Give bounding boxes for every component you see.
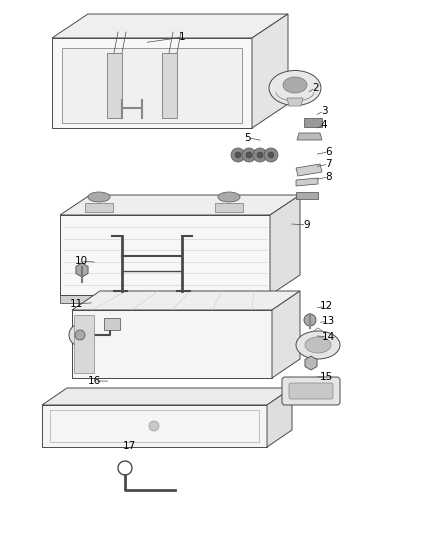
Polygon shape: [42, 388, 292, 405]
Ellipse shape: [218, 192, 240, 202]
Circle shape: [246, 152, 252, 158]
Text: 14: 14: [322, 332, 335, 342]
Text: 2: 2: [312, 83, 319, 93]
Polygon shape: [297, 133, 322, 140]
Circle shape: [253, 148, 267, 162]
Text: 10: 10: [74, 256, 88, 266]
Polygon shape: [162, 53, 177, 118]
Polygon shape: [52, 14, 288, 38]
FancyBboxPatch shape: [289, 383, 333, 399]
Polygon shape: [60, 215, 270, 295]
Text: 9: 9: [303, 220, 310, 230]
Polygon shape: [107, 53, 122, 118]
Circle shape: [75, 330, 85, 340]
FancyBboxPatch shape: [282, 377, 340, 405]
Circle shape: [242, 148, 256, 162]
Text: 12: 12: [320, 302, 333, 311]
Text: 16: 16: [88, 376, 101, 386]
Polygon shape: [270, 195, 300, 295]
Ellipse shape: [283, 77, 307, 93]
Polygon shape: [296, 164, 322, 176]
Text: 17: 17: [123, 441, 136, 451]
Polygon shape: [60, 295, 270, 303]
Polygon shape: [215, 203, 243, 212]
Polygon shape: [62, 48, 242, 123]
Circle shape: [268, 152, 274, 158]
Text: 5: 5: [244, 133, 251, 142]
Circle shape: [235, 152, 241, 158]
Polygon shape: [287, 98, 303, 106]
Circle shape: [69, 324, 91, 346]
Text: 6: 6: [325, 147, 332, 157]
Text: 3: 3: [321, 106, 328, 116]
Polygon shape: [72, 310, 272, 378]
Circle shape: [304, 314, 316, 326]
Text: 8: 8: [325, 172, 332, 182]
Ellipse shape: [305, 337, 331, 353]
Bar: [296, 192, 318, 199]
Polygon shape: [104, 318, 120, 330]
Ellipse shape: [296, 331, 340, 359]
Text: 1: 1: [178, 33, 185, 42]
Text: 13: 13: [322, 317, 335, 326]
Circle shape: [257, 152, 263, 158]
Polygon shape: [42, 405, 267, 447]
Polygon shape: [267, 388, 292, 447]
Polygon shape: [272, 291, 300, 378]
Polygon shape: [52, 38, 252, 128]
Bar: [304, 118, 322, 127]
Ellipse shape: [88, 192, 110, 202]
Text: 15: 15: [320, 372, 333, 382]
Text: 11: 11: [70, 299, 83, 309]
Circle shape: [231, 148, 245, 162]
Text: 7: 7: [325, 159, 332, 169]
Polygon shape: [72, 291, 300, 310]
Circle shape: [149, 421, 159, 431]
Circle shape: [264, 148, 278, 162]
Polygon shape: [60, 195, 300, 215]
Polygon shape: [252, 14, 288, 128]
Text: 4: 4: [321, 120, 328, 130]
Polygon shape: [74, 315, 94, 373]
Ellipse shape: [269, 70, 321, 106]
Polygon shape: [85, 203, 113, 212]
Polygon shape: [296, 178, 318, 186]
